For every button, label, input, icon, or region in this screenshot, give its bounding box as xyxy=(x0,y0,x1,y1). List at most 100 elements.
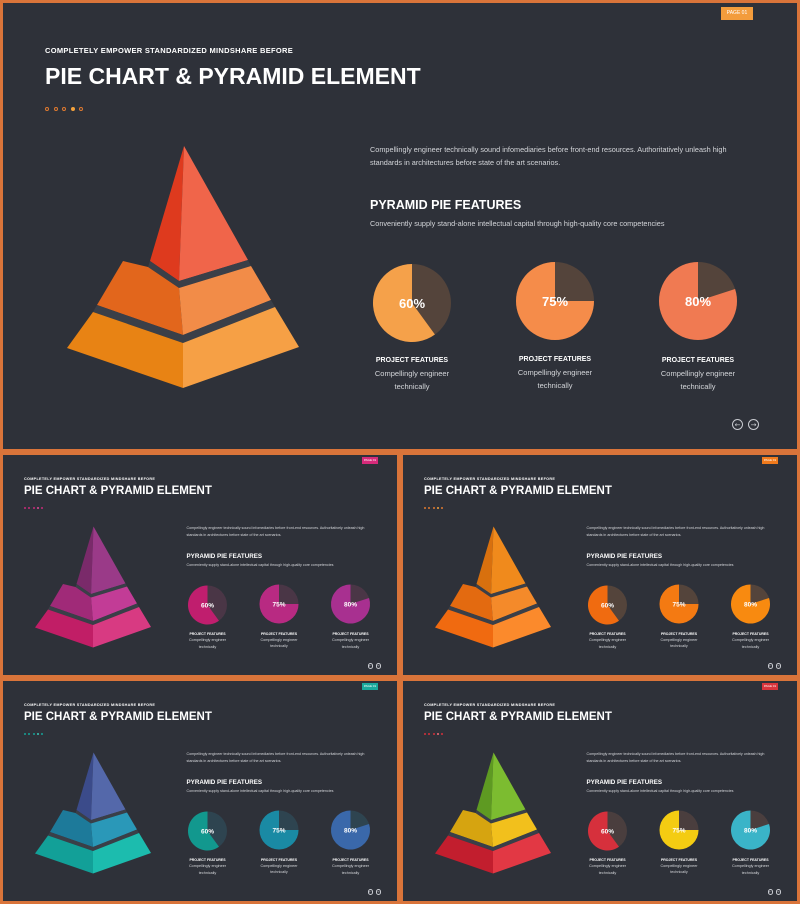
pie-percent-label: 75% xyxy=(672,602,685,609)
features-subtitle: Conveniently supply stand-alone intellec… xyxy=(586,789,734,793)
description-text: Compellingly engineer technically sound … xyxy=(586,752,765,763)
pie-caption-line: technically xyxy=(270,870,288,874)
arrow-right-circle-icon[interactable]: → xyxy=(748,419,759,430)
pie-value-slice xyxy=(259,584,299,624)
arrow-left-circle-icon[interactable]: ← xyxy=(732,419,743,430)
pie-caption-line: technically xyxy=(341,870,360,875)
features-title: PYRAMID PIE FEATURES xyxy=(186,778,263,786)
arrow-right-circle-icon[interactable]: → xyxy=(375,889,381,895)
pie-caption-line: technically xyxy=(198,870,217,875)
pie-value-slice xyxy=(259,810,299,850)
slide-teal-blue: 60% 75% 80% PAGE 01 COMPLETELY EMPOWER STAND… xyxy=(0,678,400,904)
graphics-layer: 60% 75% 80% xyxy=(35,752,370,874)
pagination-dots xyxy=(424,507,443,509)
pyramid-tier-bottom-left xyxy=(35,835,93,874)
pyramid-tier-bottom-right xyxy=(93,607,151,648)
pyramid-tier-bottom-right xyxy=(183,307,299,388)
arrow-left-circle-icon[interactable]: ← xyxy=(367,663,373,669)
pagination-dot xyxy=(24,733,26,735)
pyramid-graphic xyxy=(67,146,299,388)
description-text: Compellingly engineer technically sound … xyxy=(370,145,727,167)
pie-caption-title: PROJECT FEATURES xyxy=(518,356,592,363)
pie-caption-line: Compellingly engineer xyxy=(660,863,698,868)
pie-chart-3: 80% xyxy=(731,584,770,624)
pagination-dot xyxy=(53,107,58,111)
pie-chart-1: 60% xyxy=(373,264,451,342)
pyramid-gap xyxy=(48,603,139,625)
pie-value-slice xyxy=(659,584,699,624)
pagination-dot xyxy=(428,733,431,735)
pyramid-tier-middle-right xyxy=(91,586,137,621)
pie-chart-1: 60% xyxy=(588,811,627,851)
pyramid-tier-top-right xyxy=(91,526,126,594)
pagination-dot xyxy=(28,507,31,509)
arrow-right-circle-icon[interactable]: → xyxy=(375,663,381,669)
pyramid-tier-top-right xyxy=(179,146,248,281)
pyramid-tier-middle-right xyxy=(491,812,537,847)
pyramid-tier-bottom-left xyxy=(435,609,493,648)
arrow-left-circle-icon[interactable]: ← xyxy=(367,889,373,895)
arrow-left-circle-icon[interactable]: ← xyxy=(767,663,773,669)
graphics-layer: 60% 75% 80% xyxy=(35,526,370,648)
pie-caption-line: technically xyxy=(598,644,617,649)
pie-caption-title: PROJECT FEATURES xyxy=(732,858,769,862)
pie-caption-line: Compellingly engineer xyxy=(660,637,698,642)
pie-caption: PROJECT FEATURES Compellingly engineer t… xyxy=(183,631,233,650)
pie-chart-3: 80% xyxy=(331,584,370,624)
pie-caption-title: PROJECT FEATURES xyxy=(332,632,369,636)
pyramid-tier-middle-right xyxy=(91,812,137,847)
arrow-left-circle-icon[interactable]: ← xyxy=(767,889,773,895)
pie-chart-2: 75% xyxy=(516,262,594,340)
pie-value-slice xyxy=(188,811,219,851)
pyramid-tier-top-right xyxy=(91,752,126,820)
pie-caption-title: PROJECT FEATURES xyxy=(260,631,298,636)
slide-title: PIE CHART & PYRAMID ELEMENT xyxy=(45,63,421,89)
pyramid-graphic xyxy=(435,526,551,648)
pagination-dot xyxy=(32,733,35,735)
pie-caption: PROJECT FEATURES Compellingly engineer t… xyxy=(254,857,304,876)
pie-caption: PROJECT FEATURES Compellingly engineer t… xyxy=(726,857,776,876)
pie-caption-line: technically xyxy=(670,870,688,874)
pyramid-gap xyxy=(448,603,539,625)
pagination-dot xyxy=(436,507,439,509)
arrow-right-circle-icon[interactable]: → xyxy=(775,889,781,895)
slide-title: PIE CHART & PYRAMID ELEMENT xyxy=(24,485,212,497)
pagination-dot xyxy=(441,733,443,735)
slide-orange: 60% 75% 80% PAGE 01 COMPLETELY EMPOWER STAND… xyxy=(400,452,800,678)
pyramid-gap xyxy=(75,809,127,824)
pie-caption: PROJECT FEATURES Compellingly engineer t… xyxy=(183,857,233,876)
pyramid-gap xyxy=(448,829,539,851)
pyramid-tier-top-right xyxy=(491,526,526,594)
pyramid-gap xyxy=(475,809,527,824)
page-badge: PAGE 01 xyxy=(362,457,378,464)
pie-caption-line: Compellingly engineer xyxy=(331,864,370,868)
pie-caption-line: technically xyxy=(198,644,217,649)
pagination-dot xyxy=(424,507,426,509)
pie-value-slice xyxy=(331,584,370,624)
arrow-right-circle-icon[interactable]: → xyxy=(775,663,781,669)
pie-caption-line: Compellingly engineer xyxy=(731,864,770,868)
pie-percent-label: 60% xyxy=(201,603,214,610)
pie-caption-title: PROJECT FEATURES xyxy=(189,858,226,862)
pie-percent-label: 60% xyxy=(601,829,614,836)
pagination-dot xyxy=(41,733,43,735)
pyramid-tier-middle-left xyxy=(97,261,183,335)
pie-percent-label: 75% xyxy=(272,602,285,609)
pie-percent-label: 60% xyxy=(601,603,614,610)
pie-caption: PROJECT FEATURES Compellingly engineer t… xyxy=(505,354,605,392)
pie-percent-label: 80% xyxy=(685,294,711,309)
features-subtitle: Conveniently supply stand-alone intellec… xyxy=(186,563,334,567)
pie-caption-line: Compellingly engineer xyxy=(188,864,227,868)
pie-caption-title: PROJECT FEATURES xyxy=(589,632,626,636)
page-badge: PAGE 01 xyxy=(362,683,378,690)
pie-caption-line: Compellingly engineer xyxy=(660,369,736,378)
slide-subtitle: COMPLETELY EMPOWER STANDARDIZED MINDSHAR… xyxy=(424,476,556,481)
pagination-dot xyxy=(45,107,49,111)
pyramid-tier-bottom-left xyxy=(67,312,183,388)
pie-caption: PROJECT FEATURES Compellingly engineer t… xyxy=(254,631,304,650)
pyramid-tier-bottom-left xyxy=(35,609,93,648)
pie-chart-2: 75% xyxy=(659,810,699,850)
pagination-dot xyxy=(36,507,39,509)
pie-value-slice xyxy=(331,810,370,850)
description-text: Compellingly engineer technically sound … xyxy=(186,752,365,763)
